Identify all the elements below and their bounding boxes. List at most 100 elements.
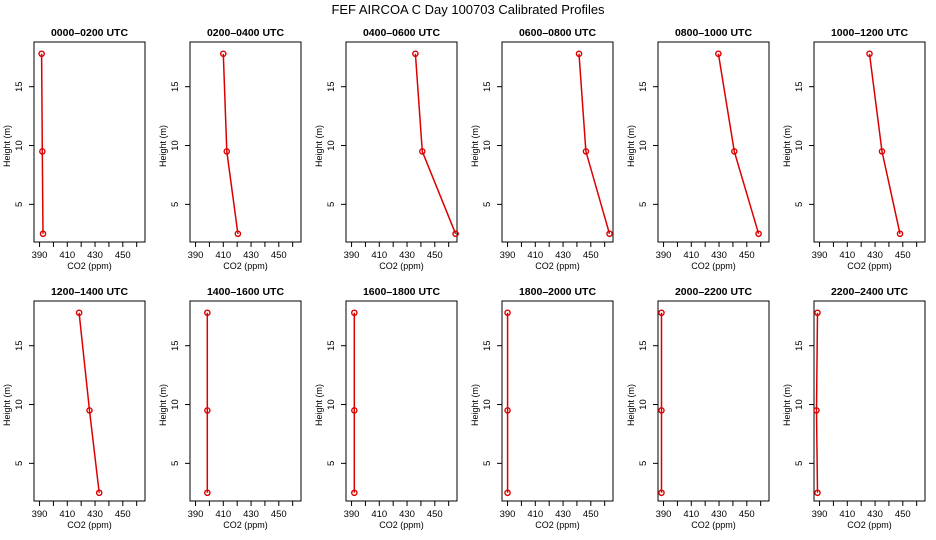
x-tick-label: 450 <box>739 509 755 520</box>
x-tick-label: 430 <box>555 250 571 261</box>
y-tick-label: 5 <box>14 202 25 207</box>
x-tick-label: 390 <box>812 509 828 520</box>
profile-panel: 1000–1200 UTC 390 410 430 450 5 10 15 CO2 (ppm) H… <box>782 27 926 271</box>
x-tick-label: 450 <box>427 509 443 520</box>
x-axis-label: CO2 (ppm) <box>691 261 736 271</box>
profile-panel: 2000–2200 UTC 390 410 430 450 5 10 15 CO2 (ppm) H… <box>626 286 770 530</box>
y-axis-label: Height (m) <box>2 384 12 426</box>
plot-frame <box>657 300 770 502</box>
x-axis-label: CO2 (ppm) <box>535 520 580 530</box>
data-point <box>351 489 358 497</box>
plot-frame <box>189 300 302 502</box>
profile-line <box>578 53 611 235</box>
profile-panel: 0000–0200 UTC 390 410 430 450 5 10 15 CO2 (ppm) H… <box>2 27 146 271</box>
plot-frame <box>657 41 770 243</box>
data-point <box>896 230 904 238</box>
x-tick-label: 410 <box>371 250 387 261</box>
x-tick-label: 430 <box>555 509 571 520</box>
x-tick-label: 430 <box>711 509 727 520</box>
data-point <box>219 50 227 58</box>
x-axis-label: CO2 (ppm) <box>67 520 112 530</box>
y-tick-label: 5 <box>170 202 181 207</box>
x-tick-label: 430 <box>243 509 259 520</box>
y-tick-label: 5 <box>794 202 805 207</box>
x-axis-label: CO2 (ppm) <box>379 520 424 530</box>
data-point <box>39 230 47 238</box>
y-tick-label: 15 <box>14 81 25 92</box>
y-tick-label: 10 <box>326 399 337 410</box>
x-tick-label: 450 <box>271 250 287 261</box>
y-tick-label: 10 <box>638 399 649 410</box>
x-tick-label: 390 <box>188 509 204 520</box>
x-tick-label: 410 <box>215 250 231 261</box>
x-tick-label: 410 <box>683 509 699 520</box>
panel-title: 2200–2400 UTC <box>831 286 908 298</box>
data-point <box>234 230 242 238</box>
y-tick-label: 15 <box>638 81 649 92</box>
y-tick-label: 5 <box>326 461 337 466</box>
plot-frame <box>33 300 146 502</box>
data-point <box>204 407 211 414</box>
profile-panel: 0800–1000 UTC 390 410 430 450 5 10 15 CO2 (ppm) H… <box>626 27 770 271</box>
x-tick-label: 390 <box>32 509 48 520</box>
y-axis-label: Height (m) <box>470 125 480 167</box>
data-point <box>658 309 665 317</box>
y-tick-label: 15 <box>482 81 493 92</box>
data-point <box>814 489 821 497</box>
plot-frame <box>33 41 146 243</box>
data-point <box>204 309 211 317</box>
plot-frame <box>813 41 926 243</box>
profile-panel: 0200–0400 UTC 390 410 430 450 5 10 15 CO2 (ppm) H… <box>158 27 302 271</box>
x-axis-label: CO2 (ppm) <box>67 261 112 271</box>
y-tick-label: 5 <box>794 461 805 466</box>
y-axis-label: Height (m) <box>314 125 324 167</box>
profile-line <box>222 53 239 234</box>
panel-title: 2000–2200 UTC <box>675 286 752 298</box>
x-tick-label: 450 <box>895 250 911 261</box>
profile-panel: 1600–1800 UTC 390 410 430 450 5 10 15 CO2 (ppm) H… <box>314 286 458 530</box>
y-tick-label: 15 <box>326 81 337 92</box>
plot-frame <box>813 300 926 502</box>
y-axis-label: Height (m) <box>158 384 168 426</box>
x-tick-label: 450 <box>739 250 755 261</box>
panel-title: 0000–0200 UTC <box>51 27 128 39</box>
y-axis-label: Height (m) <box>782 384 792 426</box>
data-point <box>866 50 873 58</box>
figure-title: FEF AIRCOA C Day 100703 Calibrated Profi… <box>331 2 605 17</box>
data-point <box>419 148 426 155</box>
y-tick-label: 15 <box>794 340 805 351</box>
x-axis-label: CO2 (ppm) <box>691 520 736 530</box>
panel-title: 0200–0400 UTC <box>207 27 284 39</box>
x-tick-label: 450 <box>271 509 287 520</box>
x-tick-label: 410 <box>215 509 231 520</box>
y-tick-label: 15 <box>794 81 805 92</box>
panel-title: 1200–1400 UTC <box>51 286 128 298</box>
plot-frame <box>345 41 458 243</box>
y-tick-label: 5 <box>482 461 493 466</box>
panel-title: 0800–1000 UTC <box>675 27 752 39</box>
y-tick-label: 10 <box>14 399 25 410</box>
profile-line <box>868 53 901 234</box>
data-point <box>38 50 45 58</box>
plot-frame <box>501 41 614 243</box>
x-tick-label: 390 <box>344 509 360 520</box>
panel-title: 1400–1600 UTC <box>207 286 284 298</box>
data-point <box>813 407 820 414</box>
x-tick-label: 390 <box>188 250 204 261</box>
x-tick-label: 430 <box>711 250 727 261</box>
data-point <box>658 489 665 497</box>
x-tick-label: 450 <box>895 509 911 520</box>
data-point <box>223 148 231 155</box>
data-point <box>39 148 46 155</box>
x-tick-label: 430 <box>867 509 883 520</box>
y-tick-label: 10 <box>170 140 181 151</box>
x-tick-label: 430 <box>399 509 415 520</box>
y-tick-label: 15 <box>170 340 181 351</box>
y-axis-label: Height (m) <box>626 125 636 167</box>
y-tick-label: 10 <box>794 399 805 410</box>
panel-title: 0400–0600 UTC <box>363 27 440 39</box>
data-point <box>86 407 93 414</box>
y-axis-label: Height (m) <box>470 384 480 426</box>
y-tick-label: 5 <box>482 202 493 207</box>
